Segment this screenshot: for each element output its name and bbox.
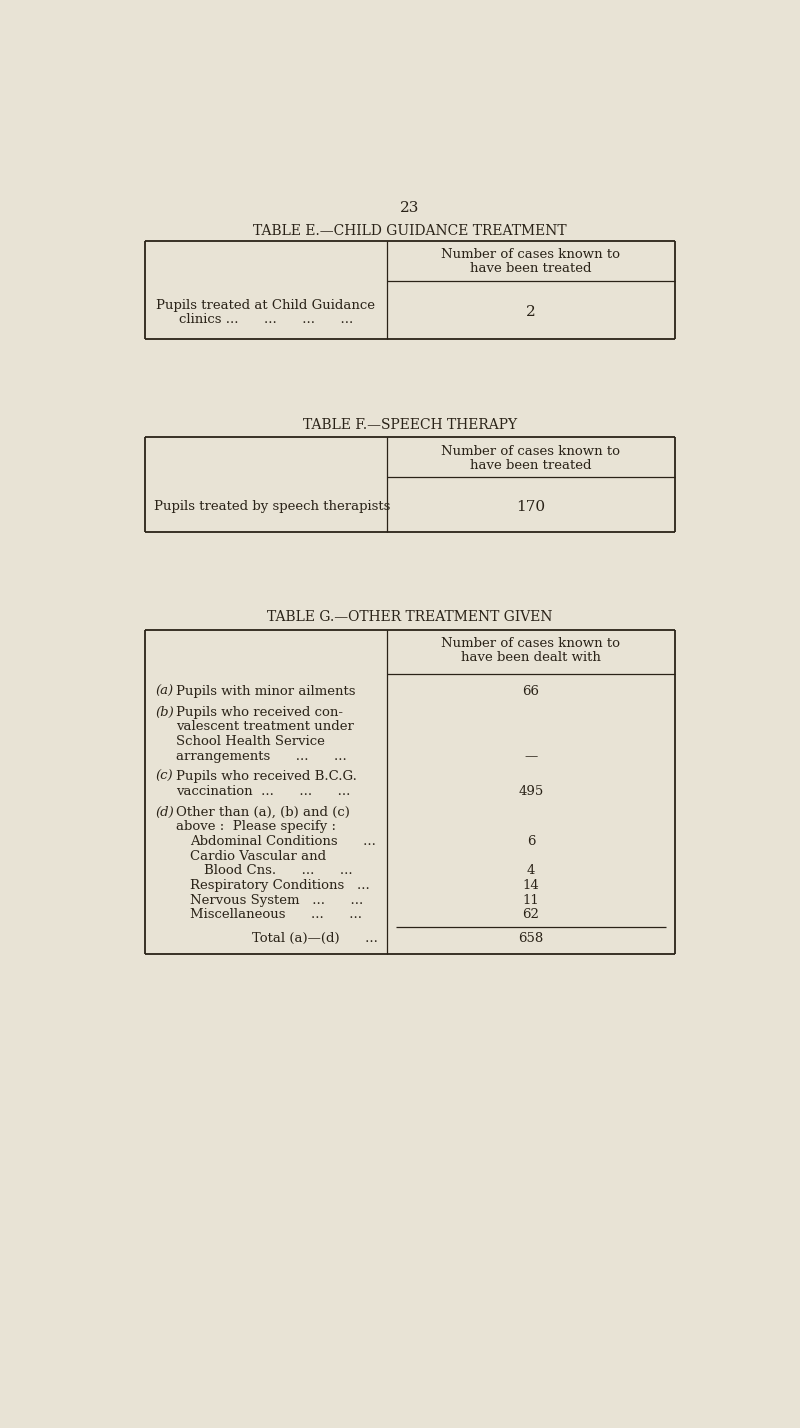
Text: 23: 23 [400, 200, 420, 214]
Text: have been treated: have been treated [470, 263, 592, 276]
Text: 658: 658 [518, 932, 543, 945]
Text: 2: 2 [526, 304, 536, 318]
Text: TABLE F.—SPEECH THERAPY: TABLE F.—SPEECH THERAPY [303, 418, 517, 431]
Text: Number of cases known to: Number of cases known to [442, 248, 621, 261]
Text: Respiratory Conditions   ...: Respiratory Conditions ... [190, 880, 370, 892]
Text: (a): (a) [156, 685, 174, 698]
Text: 6: 6 [526, 835, 535, 848]
Text: Pupils treated by speech therapists: Pupils treated by speech therapists [154, 500, 390, 513]
Text: 62: 62 [522, 908, 539, 921]
Text: clinics ...      ...      ...      ...: clinics ... ... ... ... [178, 313, 353, 326]
Text: arrangements      ...      ...: arrangements ... ... [176, 750, 346, 763]
Text: Abdominal Conditions      ...: Abdominal Conditions ... [190, 835, 376, 848]
Text: (c): (c) [156, 771, 174, 784]
Text: 495: 495 [518, 785, 543, 798]
Text: (d): (d) [156, 805, 174, 818]
Text: Number of cases known to: Number of cases known to [442, 637, 621, 650]
Text: Pupils who received con-: Pupils who received con- [176, 705, 343, 718]
Text: (b): (b) [156, 705, 174, 718]
Text: Total (a)—(d)      ...: Total (a)—(d) ... [251, 932, 378, 945]
Text: Nervous System   ...      ...: Nervous System ... ... [190, 894, 363, 907]
Text: School Health Service: School Health Service [176, 735, 325, 748]
Text: Pupils treated at Child Guidance: Pupils treated at Child Guidance [156, 300, 375, 313]
Text: 14: 14 [522, 880, 539, 892]
Text: valescent treatment under: valescent treatment under [176, 720, 354, 734]
Text: above :  Please specify :: above : Please specify : [176, 821, 336, 834]
Text: 170: 170 [516, 500, 546, 514]
Text: Number of cases known to: Number of cases known to [442, 444, 621, 458]
Text: Miscellaneous      ...      ...: Miscellaneous ... ... [190, 908, 362, 921]
Text: 4: 4 [526, 864, 535, 877]
Text: TABLE E.—CHILD GUIDANCE TREATMENT: TABLE E.—CHILD GUIDANCE TREATMENT [253, 224, 567, 237]
Text: Pupils who received B.C.G.: Pupils who received B.C.G. [176, 771, 357, 784]
Text: TABLE G.—OTHER TREATMENT GIVEN: TABLE G.—OTHER TREATMENT GIVEN [267, 610, 553, 624]
Text: Other than (a), (b) and (c): Other than (a), (b) and (c) [176, 805, 350, 818]
Text: Cardio Vascular and: Cardio Vascular and [190, 850, 326, 863]
Text: have been dealt with: have been dealt with [461, 651, 601, 664]
Text: 66: 66 [522, 685, 539, 698]
Text: Pupils with minor ailments: Pupils with minor ailments [176, 685, 355, 698]
Text: —: — [524, 750, 538, 763]
Text: 11: 11 [522, 894, 539, 907]
Text: Blood Cns.      ...      ...: Blood Cns. ... ... [204, 864, 353, 877]
Text: vaccination  ...      ...      ...: vaccination ... ... ... [176, 785, 350, 798]
Text: have been treated: have been treated [470, 458, 592, 471]
